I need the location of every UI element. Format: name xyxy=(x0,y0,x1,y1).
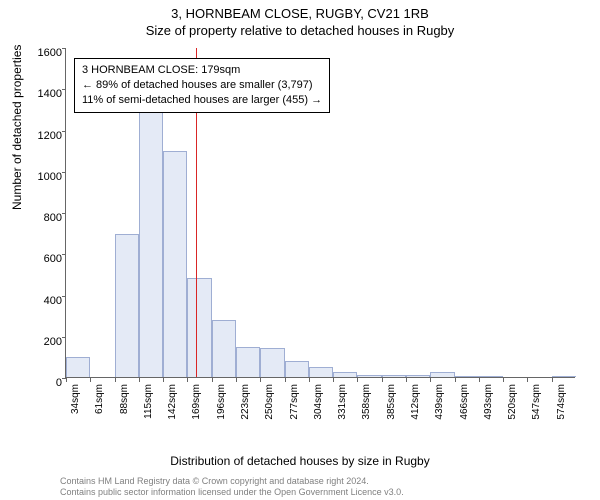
x-tick-label: 34sqm xyxy=(70,384,81,414)
x-tick-label: 331sqm xyxy=(337,384,348,420)
x-tick-label: 250sqm xyxy=(264,384,275,420)
y-tick-label: 600 xyxy=(28,253,62,265)
chart-area: 0200400600800100012001400160034sqm61sqm8… xyxy=(65,48,575,418)
x-tick-label: 466sqm xyxy=(459,384,470,420)
annotation-line: 11% of semi-detached houses are larger (… xyxy=(82,93,322,108)
x-tick-label: 439sqm xyxy=(434,384,445,420)
histogram-bar xyxy=(139,90,163,377)
x-tick-label: 304sqm xyxy=(313,384,324,420)
y-tick-label: 1600 xyxy=(28,47,62,59)
annotation-line: 3 HORNBEAM CLOSE: 179sqm xyxy=(82,63,322,78)
histogram-bar xyxy=(236,347,260,377)
x-tick-label: 547sqm xyxy=(531,384,542,420)
x-tick-label: 574sqm xyxy=(556,384,567,420)
title-line2: Size of property relative to detached ho… xyxy=(0,23,600,38)
chart-title-area: 3, HORNBEAM CLOSE, RUGBY, CV21 1RB Size … xyxy=(0,0,600,38)
x-tick-label: 196sqm xyxy=(216,384,227,420)
histogram-bar xyxy=(333,372,357,377)
annotation-box: 3 HORNBEAM CLOSE: 179sqm← 89% of detache… xyxy=(74,58,330,113)
histogram-bar xyxy=(260,348,284,377)
x-tick-label: 223sqm xyxy=(240,384,251,420)
x-axis-label: Distribution of detached houses by size … xyxy=(0,454,600,468)
x-tick-label: 169sqm xyxy=(191,384,202,420)
y-tick-label: 400 xyxy=(28,295,62,307)
histogram-bar xyxy=(66,357,90,377)
x-tick-label: 142sqm xyxy=(167,384,178,420)
histogram-bar xyxy=(479,376,503,377)
x-tick-label: 493sqm xyxy=(483,384,494,420)
x-tick-label: 385sqm xyxy=(386,384,397,420)
x-tick-label: 277sqm xyxy=(289,384,300,420)
footer-line2: Contains public sector information licen… xyxy=(60,487,404,498)
y-tick-label: 1200 xyxy=(28,130,62,142)
annotation-line: ← 89% of detached houses are smaller (3,… xyxy=(82,78,322,93)
y-tick-label: 0 xyxy=(28,377,62,389)
histogram-bar xyxy=(115,234,139,377)
title-line1: 3, HORNBEAM CLOSE, RUGBY, CV21 1RB xyxy=(0,6,600,21)
x-tick-label: 358sqm xyxy=(361,384,372,420)
histogram-bar xyxy=(382,375,406,377)
y-axis-label: Number of detached properties xyxy=(10,45,24,210)
x-tick-label: 115sqm xyxy=(143,384,154,419)
y-tick-label: 800 xyxy=(28,212,62,224)
plot-area: 0200400600800100012001400160034sqm61sqm8… xyxy=(65,48,575,378)
histogram-bar xyxy=(455,376,479,377)
footer-line1: Contains HM Land Registry data © Crown c… xyxy=(60,476,404,487)
y-tick-label: 200 xyxy=(28,336,62,348)
histogram-bar xyxy=(309,367,333,377)
histogram-bar xyxy=(357,375,381,377)
histogram-bar xyxy=(285,361,309,378)
x-tick-label: 412sqm xyxy=(410,384,421,420)
histogram-bar xyxy=(187,278,211,377)
x-tick-label: 520sqm xyxy=(507,384,518,420)
histogram-bar xyxy=(163,151,187,377)
y-tick-label: 1400 xyxy=(28,88,62,100)
histogram-bar xyxy=(430,372,454,377)
histogram-bar xyxy=(552,376,576,377)
histogram-bar xyxy=(212,320,236,377)
footer-text: Contains HM Land Registry data © Crown c… xyxy=(60,476,404,499)
x-tick-label: 88sqm xyxy=(119,384,130,414)
histogram-bar xyxy=(406,375,430,377)
y-tick-label: 1000 xyxy=(28,171,62,183)
x-tick-label: 61sqm xyxy=(94,384,105,414)
